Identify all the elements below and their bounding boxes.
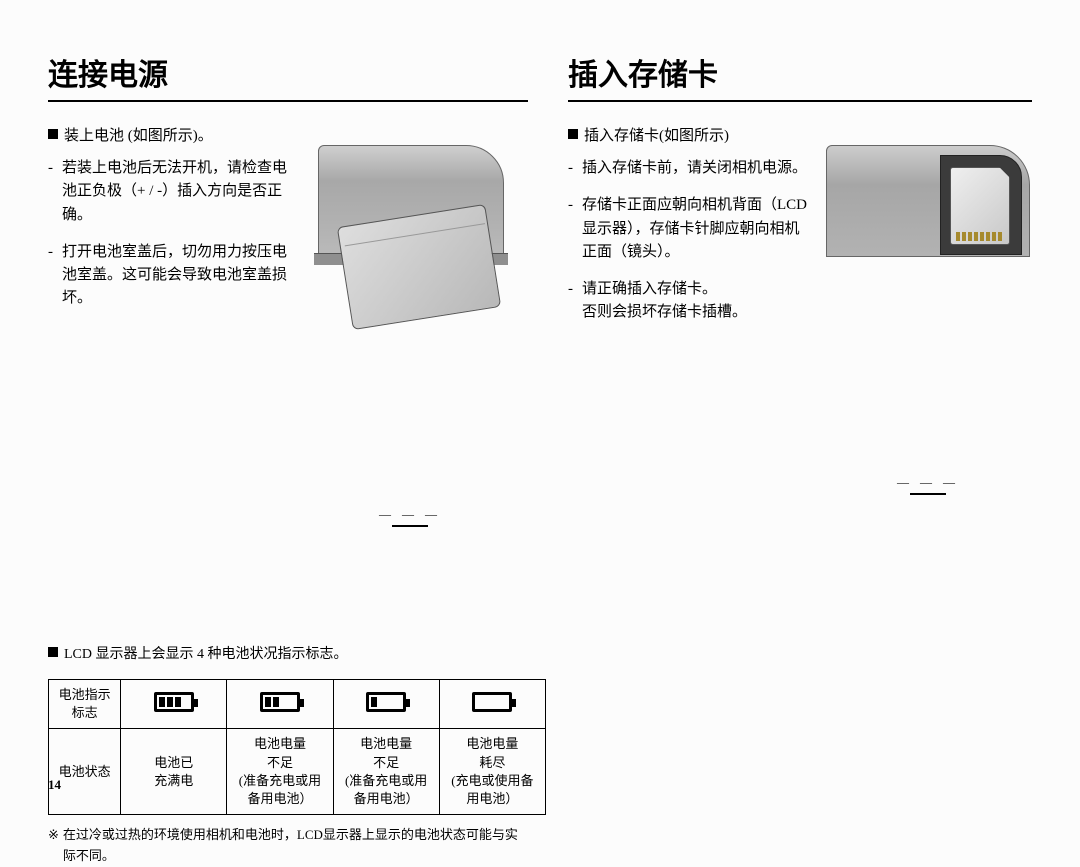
battery-two-bars-icon xyxy=(260,692,300,712)
list-item: - 插入存储卡前，请关闭相机电源。 xyxy=(568,157,810,180)
battery-icon-cell xyxy=(121,680,227,729)
list-text: 存储卡正面应朝向相机背面（LCD 显示器），存储卡针脚应朝向相机正面（镜头）。 xyxy=(582,194,810,264)
dash-icon: - xyxy=(568,194,582,264)
dash-icon: - xyxy=(48,157,62,227)
left-bullet: 装上电池 (如图所示)。 xyxy=(48,124,528,145)
footnote: ※ 在过冷或过热的环境使用相机和电池时，LCD显示器上显示的电池状态可能与实际不… xyxy=(48,825,528,867)
table-cell: 电池电量耗尽(充电或使用备用电池） xyxy=(439,729,545,815)
square-bullet-icon xyxy=(568,129,578,139)
heading-card: 插入存储卡 xyxy=(568,50,1032,102)
left-bullet-text: 装上电池 (如图所示)。 xyxy=(64,124,213,145)
battery-icon-cell xyxy=(333,680,439,729)
list-text: 打开电池室盖后，切勿用力按压电池室盖。这可能会导致电池室盖损坏。 xyxy=(62,241,298,311)
illustration-caption-right: — — — xyxy=(824,475,1032,495)
battery-full-icon xyxy=(154,692,194,712)
illustration-caption-left: — — — xyxy=(312,507,508,527)
list-item: - 若装上电池后无法开机，请检查电池正负极（+ / -）插入方向是否正确。 xyxy=(48,157,298,227)
left-sub-list: - 若装上电池后无法开机，请检查电池正负极（+ / -）插入方向是否正确。 - … xyxy=(48,157,298,311)
square-bullet-icon xyxy=(48,647,58,657)
right-bullet-text: 插入存储卡(如图所示) xyxy=(584,124,729,145)
list-text: 插入存储卡前，请关闭相机电源。 xyxy=(582,157,807,180)
heading-power: 连接电源 xyxy=(48,50,528,102)
table-header-indicator: 电池指示标志 xyxy=(49,680,121,729)
table-cell: 电池电量不足(准备充电或用备用电池） xyxy=(227,729,333,815)
table-header-status: 电池状态 xyxy=(49,729,121,815)
list-item: - 打开电池室盖后，切勿用力按压电池室盖。这可能会导致电池室盖损坏。 xyxy=(48,241,298,311)
square-bullet-icon xyxy=(48,129,58,139)
table-cell: 电池电量不足(准备充电或用备用电池） xyxy=(333,729,439,815)
table-cell: 电池已充满电 xyxy=(121,729,227,815)
right-sub-list: - 插入存储卡前，请关闭相机电源。 - 存储卡正面应朝向相机背面（LCD 显示器… xyxy=(568,157,810,325)
battery-one-bar-icon xyxy=(366,692,406,712)
battery-illustration xyxy=(312,145,508,355)
dash-icon: - xyxy=(568,278,582,325)
list-text: 若装上电池后无法开机，请检查电池正负极（+ / -）插入方向是否正确。 xyxy=(62,157,298,227)
page-number: 14 xyxy=(48,777,61,793)
battery-status-table: 电池指示标志 电池状态 电池已充满电 电池电量不足(准备充电或用备用电池） 电池… xyxy=(48,679,546,815)
battery-icon-cell xyxy=(439,680,545,729)
battery-empty-icon xyxy=(472,692,512,712)
footnote-mark: ※ xyxy=(48,825,59,867)
dash-icon: - xyxy=(568,157,582,180)
right-bullet: 插入存储卡(如图所示) xyxy=(568,124,1032,145)
left-column: 连接电源 装上电池 (如图所示)。 - 若装上电池后无法开机，请检查电池正负极（… xyxy=(48,50,528,867)
dash-icon: - xyxy=(48,241,62,311)
indicator-note-text: LCD 显示器上会显示 4 种电池状况指示标志。 xyxy=(64,643,348,663)
memory-card-illustration xyxy=(824,145,1032,345)
list-item: - 请正确插入存储卡。 否则会损坏存储卡插槽。 xyxy=(568,278,810,325)
list-item: - 存储卡正面应朝向相机背面（LCD 显示器），存储卡针脚应朝向相机正面（镜头）… xyxy=(568,194,810,264)
footnote-text: 在过冷或过热的环境使用相机和电池时，LCD显示器上显示的电池状态可能与实际不同。 xyxy=(63,825,528,867)
battery-icon-cell xyxy=(227,680,333,729)
list-text: 请正确插入存储卡。 否则会损坏存储卡插槽。 xyxy=(582,278,747,325)
right-column: 插入存储卡 插入存储卡(如图所示) - 插入存储卡前，请关闭相机电源。 - 存储… xyxy=(568,50,1032,867)
indicator-note: LCD 显示器上会显示 4 种电池状况指示标志。 xyxy=(48,643,528,663)
